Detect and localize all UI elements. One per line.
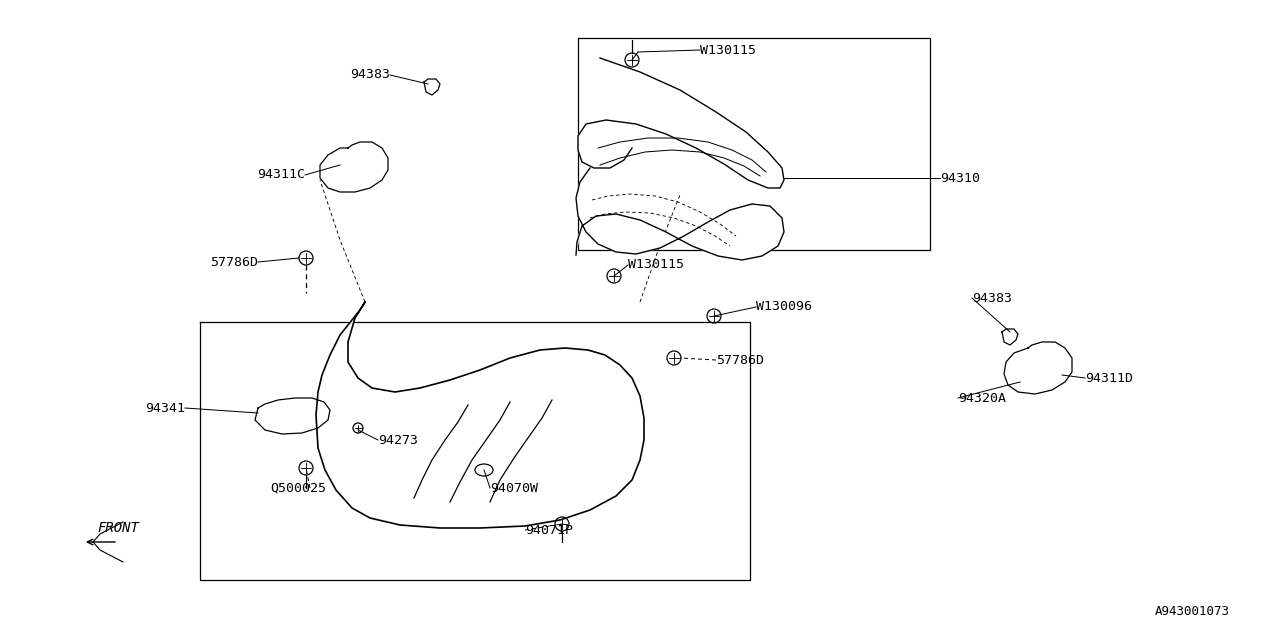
Text: 94070W: 94070W [490,481,538,495]
Text: 94311C: 94311C [257,168,305,182]
Ellipse shape [475,464,493,476]
Text: W130115: W130115 [628,259,684,271]
Polygon shape [576,168,783,260]
Text: 94311D: 94311D [1085,371,1133,385]
Text: W130115: W130115 [700,44,756,56]
Text: 94310: 94310 [940,172,980,184]
Polygon shape [1002,329,1018,345]
Polygon shape [579,58,783,188]
Text: 94320A: 94320A [957,392,1006,404]
Text: A943001073: A943001073 [1155,605,1230,618]
Text: 94383: 94383 [349,68,390,81]
Polygon shape [255,398,330,434]
Text: Q500025: Q500025 [270,481,326,495]
Text: FRONT: FRONT [97,521,140,535]
Text: 94071P: 94071P [525,524,573,536]
Text: 94383: 94383 [972,291,1012,305]
Polygon shape [424,79,440,95]
Text: 57786D: 57786D [716,353,764,367]
Polygon shape [316,302,644,528]
Polygon shape [1004,342,1073,394]
Polygon shape [320,142,388,192]
Text: W130096: W130096 [756,301,812,314]
Text: 57786D: 57786D [210,255,259,269]
Text: 94341: 94341 [145,401,186,415]
Text: 94273: 94273 [378,433,419,447]
